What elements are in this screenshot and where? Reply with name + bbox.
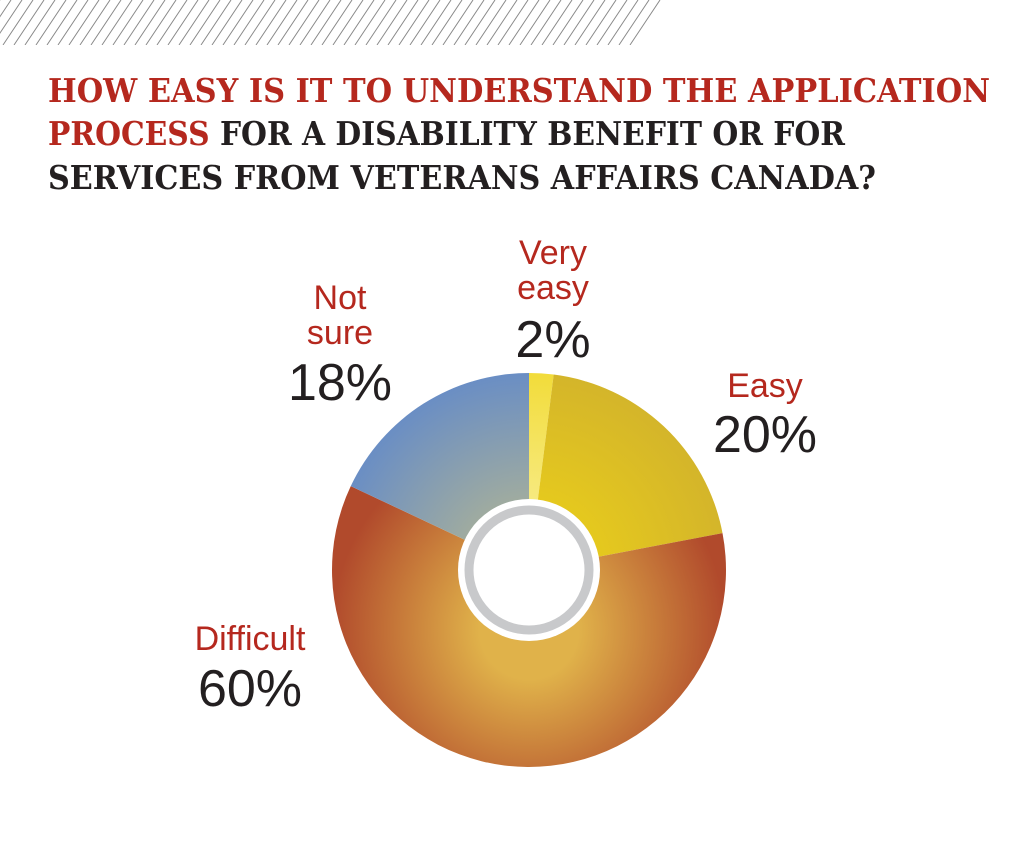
stripe-line [189,0,221,45]
stripe-line [453,0,485,45]
stripe-line [68,0,100,45]
stripe-line [420,0,452,45]
stripe-line [299,0,331,45]
stripe-line [387,0,419,45]
stripe-line [618,0,650,45]
stripe-line [156,0,188,45]
stripe-line [222,0,254,45]
stripe-line [90,0,122,45]
stripe-line [607,0,639,45]
stripe-line [134,0,166,45]
stripe-line [343,0,375,45]
stripe-line [596,0,628,45]
stripe-line [288,0,320,45]
stripe-line [79,0,111,45]
stripe-line [2,0,34,45]
chart-title-highlight: PROCESS [48,114,210,153]
stripe-line [332,0,364,45]
stripe-line [486,0,518,45]
value-very-easy: 2% [515,311,590,369]
stripe-line [464,0,496,45]
chart-title-rest: FOR A DISABILITY BENEFIT OR FOR [220,114,846,153]
stripe-line [519,0,551,45]
stripe-line [277,0,309,45]
stripe-line [145,0,177,45]
label-difficult: Difficult [195,620,306,658]
stripe-line [321,0,353,45]
stripe-line [244,0,276,45]
stripe-line [574,0,606,45]
stripe-line [530,0,562,45]
stripe-line [211,0,243,45]
stripe-line [101,0,133,45]
stripe-line [0,0,23,45]
stripe-line [552,0,584,45]
stripe-line [46,0,78,45]
stripe-line [310,0,342,45]
stripe-line [178,0,210,45]
stripe-line [475,0,507,45]
stripe-line [541,0,573,45]
chart-title-line-1: HOW EASY IS IT TO UNDERSTAND THE APPLICA… [48,71,990,110]
stripe-line [585,0,617,45]
label-easy: Easy [727,367,803,405]
stripe-line [563,0,595,45]
stripe-line [376,0,408,45]
label-very-easy-line-1: Very [519,234,587,272]
chart-title-line-3: SERVICES FROM VETERANS AFFAIRS CANADA? [48,158,876,197]
value-not-sure: 18% [288,354,392,412]
stripe-line [409,0,441,45]
stripe-line [233,0,265,45]
stripe-line [0,0,12,45]
stripe-line [13,0,45,45]
donut-slices [331,373,726,767]
stripe-line [629,0,661,45]
stripe-line [508,0,540,45]
stripe-line [255,0,287,45]
stripe-line [442,0,474,45]
stripe-line [398,0,430,45]
stripe-line [365,0,397,45]
stripe-line [497,0,529,45]
stripe-line [431,0,463,45]
stripe-line [35,0,67,45]
value-difficult: 60% [198,660,302,718]
label-not-sure-line-2: sure [307,314,373,352]
stripe-line [24,0,56,45]
chart-title-line-2: PROCESS FOR A DISABILITY BENEFIT OR FOR [48,114,846,153]
decorative-stripes [0,0,662,45]
donut-center-ring [464,505,594,635]
stripe-line [354,0,386,45]
value-easy: 20% [713,406,817,464]
label-very-easy-line-2: easy [517,269,589,307]
label-not-sure-line-1: Not [314,279,367,317]
donut-hole [458,499,600,641]
stripe-line [57,0,89,45]
stripe-line [167,0,199,45]
stripe-line [200,0,232,45]
stripe-line [266,0,298,45]
stripe-line [112,0,144,45]
stripe-line [123,0,155,45]
